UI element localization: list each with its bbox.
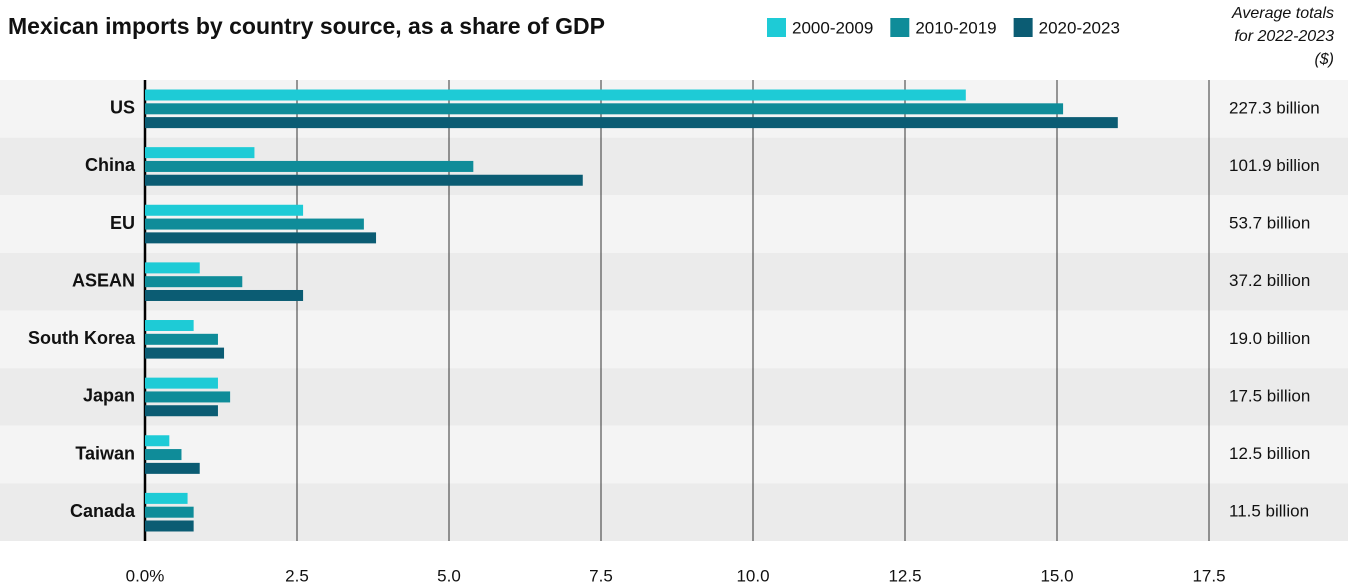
x-tick-label: 17.5 (1192, 566, 1225, 584)
y-tick-label: Canada (70, 501, 136, 521)
bar (145, 462, 200, 474)
legend-swatch (890, 18, 910, 37)
bar (145, 117, 1118, 129)
bar (145, 232, 377, 244)
x-tick-label: 2.5 (285, 566, 309, 584)
bar (145, 492, 188, 504)
bar (145, 449, 182, 461)
bar (145, 262, 200, 274)
y-tick-label: South Korea (28, 328, 136, 348)
y-tick-label: ASEAN (72, 270, 135, 290)
bar (145, 276, 243, 288)
y-tick-label: Taiwan (75, 443, 135, 463)
bar (145, 160, 474, 172)
bar (145, 204, 304, 216)
bar (145, 174, 583, 186)
x-tick-label: 12.5 (888, 566, 921, 584)
bar (145, 347, 225, 359)
y-tick-label: EU (110, 213, 135, 233)
y-tick-label: US (110, 98, 135, 118)
y-tick-label: China (85, 155, 136, 175)
bar (145, 89, 966, 101)
total-label: 53.7 billion (1229, 214, 1310, 233)
total-label: 37.2 billion (1229, 271, 1310, 290)
row-band (0, 483, 1348, 541)
bar (145, 289, 304, 301)
bar (145, 506, 194, 518)
total-label: 101.9 billion (1229, 156, 1320, 175)
chart-title: Mexican imports by country source, as a … (8, 13, 605, 39)
x-tick-label: 15.0 (1040, 566, 1073, 584)
total-label: 11.5 billion (1229, 502, 1309, 521)
bar (145, 377, 218, 389)
bar (145, 520, 194, 532)
legend-swatch (767, 18, 786, 37)
bar (145, 147, 255, 159)
x-tick-label: 7.5 (589, 566, 613, 584)
legend-label: 2020-2023 (1039, 18, 1120, 37)
bar (145, 320, 194, 332)
bar (145, 218, 364, 230)
legend-label: 2000-2009 (792, 18, 873, 37)
x-tick-label: 10.0 (736, 566, 769, 584)
x-tick-label: 5.0 (437, 566, 461, 584)
bar (145, 103, 1064, 115)
row-band (0, 425, 1348, 484)
y-tick-label: Japan (83, 386, 135, 406)
totals-header: Average totals for 2022-2023 ($) (1232, 5, 1334, 68)
bar (145, 405, 218, 417)
total-label: 19.0 billion (1229, 329, 1310, 348)
x-tick-label: 0.0% (126, 566, 165, 584)
legend-label: 2010-2019 (915, 18, 996, 37)
total-label: 12.5 billion (1229, 444, 1310, 463)
bar (145, 435, 170, 447)
total-label: 227.3 billion (1229, 98, 1320, 117)
legend-swatch (1013, 18, 1033, 37)
bar (145, 333, 218, 345)
row-band (0, 310, 1348, 369)
bar (145, 391, 231, 403)
total-label: 17.5 billion (1229, 386, 1310, 405)
